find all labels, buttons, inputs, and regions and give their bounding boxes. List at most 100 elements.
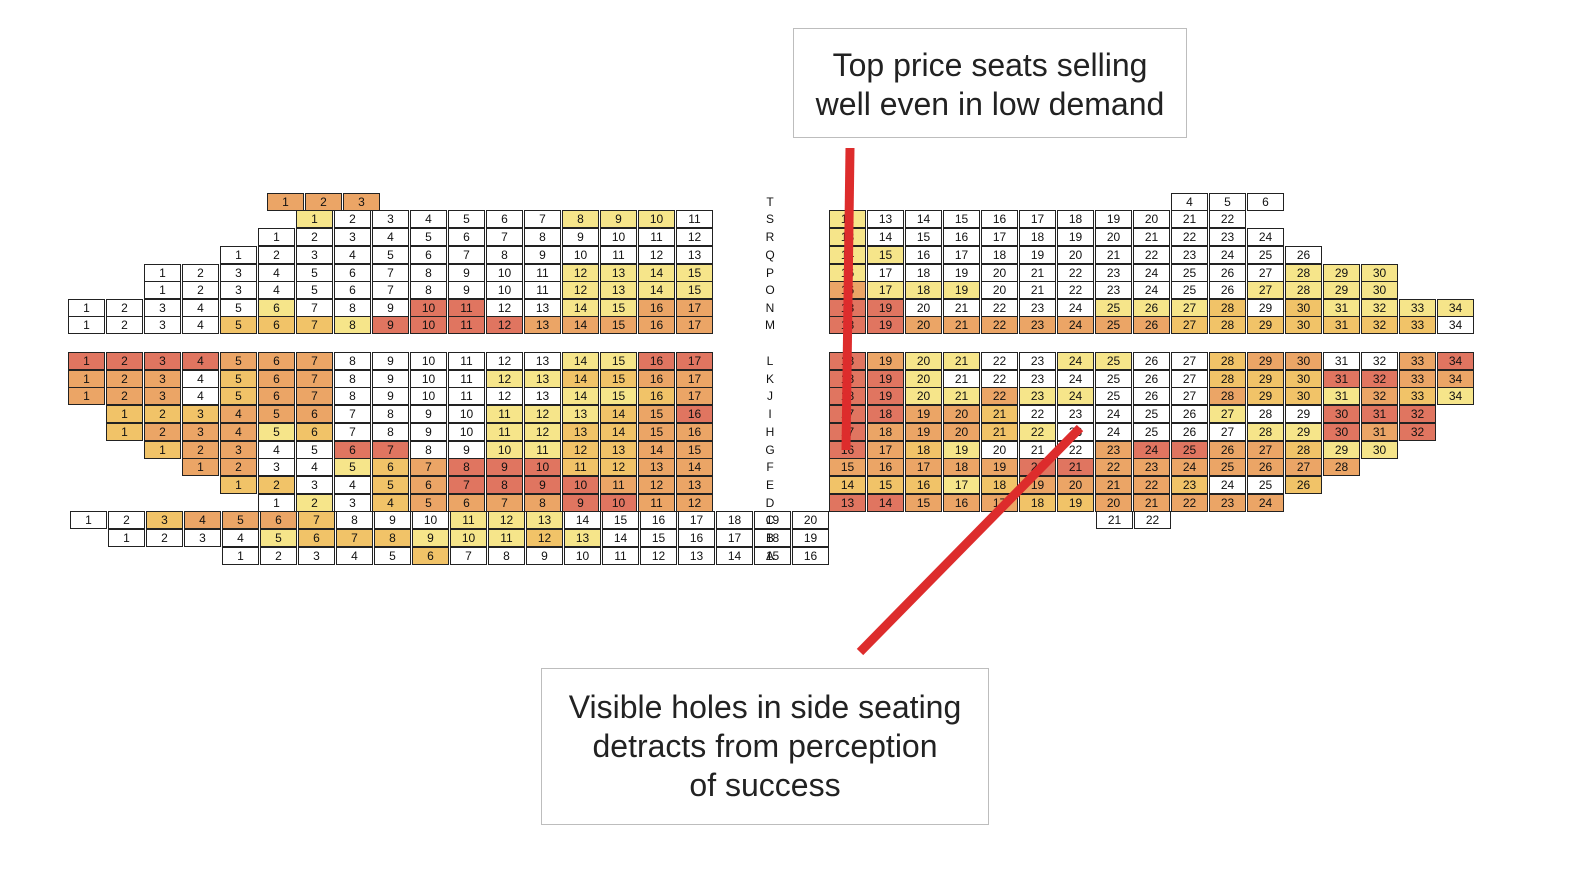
- seat-e-3[interactable]: 3: [296, 476, 333, 494]
- seat-l-25[interactable]: 25: [1095, 352, 1132, 370]
- seat-m-32[interactable]: 32: [1361, 316, 1398, 334]
- seat-c-15[interactable]: 15: [602, 511, 639, 529]
- seat-e-20[interactable]: 20: [1057, 476, 1094, 494]
- seat-o-21[interactable]: 21: [1019, 281, 1056, 299]
- seat-p-9[interactable]: 9: [448, 264, 485, 282]
- seat-p-27[interactable]: 27: [1247, 264, 1284, 282]
- seat-t-5[interactable]: 5: [1209, 193, 1246, 211]
- seat-j-18[interactable]: 18: [829, 387, 866, 405]
- seat-m-22[interactable]: 22: [981, 316, 1018, 334]
- seat-i-15[interactable]: 15: [638, 405, 675, 423]
- seat-b-9[interactable]: 9: [412, 529, 449, 547]
- seat-n-31[interactable]: 31: [1323, 299, 1360, 317]
- seat-c-22[interactable]: 22: [1134, 511, 1171, 529]
- seat-m-1[interactable]: 1: [68, 316, 105, 334]
- seat-r-20[interactable]: 20: [1095, 228, 1132, 246]
- seat-i-32[interactable]: 32: [1399, 405, 1436, 423]
- seat-a-12[interactable]: 12: [640, 547, 677, 565]
- seat-i-31[interactable]: 31: [1361, 405, 1398, 423]
- seat-k-25[interactable]: 25: [1095, 370, 1132, 388]
- seat-n-14[interactable]: 14: [562, 299, 599, 317]
- seat-h-23[interactable]: 23: [1057, 423, 1094, 441]
- seat-h-24[interactable]: 24: [1095, 423, 1132, 441]
- seat-q-23[interactable]: 23: [1171, 246, 1208, 264]
- seat-f-8[interactable]: 8: [448, 458, 485, 476]
- seat-n-18[interactable]: 18: [829, 299, 866, 317]
- seat-a-8[interactable]: 8: [488, 547, 525, 565]
- seat-m-14[interactable]: 14: [562, 316, 599, 334]
- seat-r-4[interactable]: 4: [372, 228, 409, 246]
- seat-h-22[interactable]: 22: [1019, 423, 1056, 441]
- seat-i-8[interactable]: 8: [372, 405, 409, 423]
- seat-i-30[interactable]: 30: [1323, 405, 1360, 423]
- seat-n-17[interactable]: 17: [676, 299, 713, 317]
- seat-a-7[interactable]: 7: [450, 547, 487, 565]
- seat-h-21[interactable]: 21: [981, 423, 1018, 441]
- seat-c-21[interactable]: 21: [1096, 511, 1133, 529]
- seat-d-23[interactable]: 23: [1209, 494, 1246, 512]
- seat-o-4[interactable]: 4: [258, 281, 295, 299]
- seat-j-12[interactable]: 12: [486, 387, 523, 405]
- seat-e-25[interactable]: 25: [1247, 476, 1284, 494]
- seat-e-2[interactable]: 2: [258, 476, 295, 494]
- seat-i-16[interactable]: 16: [676, 405, 713, 423]
- seat-i-1[interactable]: 1: [106, 405, 143, 423]
- seat-j-1[interactable]: 1: [68, 387, 105, 405]
- seat-g-15[interactable]: 15: [676, 441, 713, 459]
- seat-j-15[interactable]: 15: [600, 387, 637, 405]
- seat-j-13[interactable]: 13: [524, 387, 561, 405]
- seat-c-13[interactable]: 13: [526, 511, 563, 529]
- seat-t-1[interactable]: 1: [267, 193, 304, 211]
- seat-e-1[interactable]: 1: [220, 476, 257, 494]
- seat-k-9[interactable]: 9: [372, 370, 409, 388]
- seat-h-6[interactable]: 6: [296, 423, 333, 441]
- seat-q-2[interactable]: 2: [258, 246, 295, 264]
- seat-i-5[interactable]: 5: [258, 405, 295, 423]
- seat-g-20[interactable]: 20: [981, 441, 1018, 459]
- seat-p-10[interactable]: 10: [486, 264, 523, 282]
- seat-b-2[interactable]: 2: [146, 529, 183, 547]
- seat-h-28[interactable]: 28: [1247, 423, 1284, 441]
- seat-i-4[interactable]: 4: [220, 405, 257, 423]
- seat-k-10[interactable]: 10: [410, 370, 447, 388]
- seat-t-2[interactable]: 2: [305, 193, 342, 211]
- seat-k-29[interactable]: 29: [1247, 370, 1284, 388]
- seat-s-12[interactable]: 12: [829, 210, 866, 228]
- seat-n-4[interactable]: 4: [182, 299, 219, 317]
- seat-p-1[interactable]: 1: [144, 264, 181, 282]
- seat-r-14[interactable]: 14: [867, 228, 904, 246]
- seat-h-10[interactable]: 10: [448, 423, 485, 441]
- seat-g-3[interactable]: 3: [220, 441, 257, 459]
- seat-f-18[interactable]: 18: [943, 458, 980, 476]
- seat-t-4[interactable]: 4: [1171, 193, 1208, 211]
- seat-l-26[interactable]: 26: [1133, 352, 1170, 370]
- seat-o-1[interactable]: 1: [144, 281, 181, 299]
- seat-b-11[interactable]: 11: [488, 529, 525, 547]
- seat-o-27[interactable]: 27: [1247, 281, 1284, 299]
- seat-m-33[interactable]: 33: [1399, 316, 1436, 334]
- seat-j-11[interactable]: 11: [448, 387, 485, 405]
- seat-p-6[interactable]: 6: [334, 264, 371, 282]
- seat-l-4[interactable]: 4: [182, 352, 219, 370]
- seat-s-18[interactable]: 18: [1057, 210, 1094, 228]
- seat-r-5[interactable]: 5: [410, 228, 447, 246]
- seat-j-25[interactable]: 25: [1095, 387, 1132, 405]
- seat-f-4[interactable]: 4: [296, 458, 333, 476]
- seat-h-4[interactable]: 4: [220, 423, 257, 441]
- seat-p-25[interactable]: 25: [1171, 264, 1208, 282]
- seat-l-5[interactable]: 5: [220, 352, 257, 370]
- seat-k-15[interactable]: 15: [600, 370, 637, 388]
- seat-j-6[interactable]: 6: [258, 387, 295, 405]
- seat-d-22[interactable]: 22: [1171, 494, 1208, 512]
- seat-o-24[interactable]: 24: [1133, 281, 1170, 299]
- seat-q-5[interactable]: 5: [372, 246, 409, 264]
- seat-d-5[interactable]: 5: [410, 494, 447, 512]
- seat-h-20[interactable]: 20: [943, 423, 980, 441]
- seat-o-18[interactable]: 18: [905, 281, 942, 299]
- seat-d-21[interactable]: 21: [1133, 494, 1170, 512]
- seat-s-5[interactable]: 5: [448, 210, 485, 228]
- seat-a-5[interactable]: 5: [374, 547, 411, 565]
- seat-b-12[interactable]: 12: [526, 529, 563, 547]
- seat-k-13[interactable]: 13: [524, 370, 561, 388]
- seat-e-22[interactable]: 22: [1133, 476, 1170, 494]
